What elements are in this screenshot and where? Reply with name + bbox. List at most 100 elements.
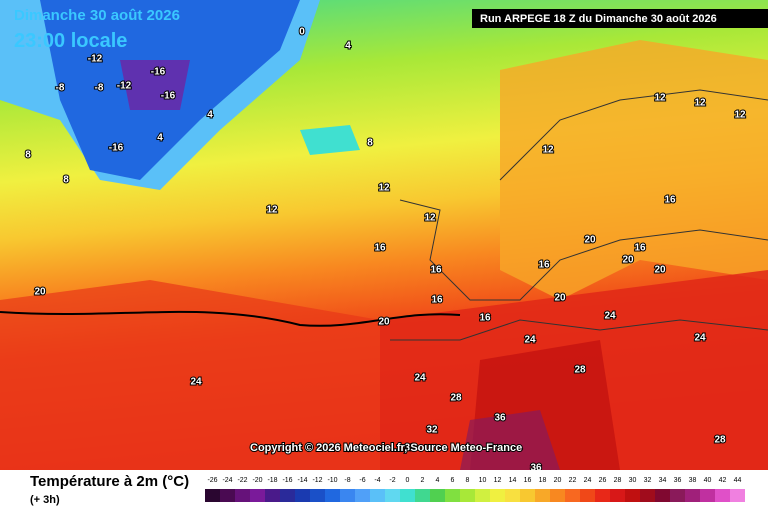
legend-tick-label: 2: [421, 477, 425, 484]
legend-swatch: [490, 489, 505, 502]
legend-swatch: [565, 489, 580, 502]
contour-label: 4: [207, 110, 213, 121]
contour-label: 12: [654, 93, 666, 104]
contour-label: 28: [714, 435, 726, 446]
legend-swatch: [475, 489, 490, 502]
legend-swatch: [595, 489, 610, 502]
contour-label: 24: [694, 333, 706, 344]
legend-tick-label: 6: [451, 477, 455, 484]
contour-label: 20: [554, 293, 566, 304]
legend-swatch: [280, 489, 295, 502]
run-box: [472, 9, 768, 28]
legend-swatch: [430, 489, 445, 502]
legend-swatch: [460, 489, 475, 502]
legend-swatch: [340, 489, 355, 502]
contour-label: 24: [604, 311, 616, 322]
contour-label: 12: [378, 183, 390, 194]
legend-tick-label: 4: [436, 477, 440, 484]
contour-label: 12: [734, 110, 746, 121]
contour-label: -12: [88, 54, 103, 65]
footer-step: (+ 3h): [30, 494, 60, 506]
contour-label: 0: [299, 27, 305, 38]
legend-swatch: [220, 489, 235, 502]
contour-label: -12: [117, 81, 132, 92]
contour-label: 28: [574, 365, 586, 376]
contour-label: 4: [157, 133, 163, 144]
legend-tick-label: 34: [659, 477, 667, 484]
contour-label: 12: [694, 98, 706, 109]
contour-label: 16: [634, 243, 646, 254]
legend-swatch: [505, 489, 520, 502]
legend-tick-label: -20: [252, 477, 262, 484]
contour-label: 32: [404, 443, 416, 454]
legend-swatch: [445, 489, 460, 502]
legend-tick-label: -4: [374, 477, 380, 484]
contour-labels: -12 -16 -16 -12 -8 -16 -8 0 4 4 4 8 8 8 12 12 12 12 12 12 12…: [24, 26, 747, 475]
contour-label: 8: [63, 175, 69, 186]
legend-tick-label: -24: [222, 477, 232, 484]
contour-label: 24: [414, 373, 426, 384]
legend-swatch: [730, 489, 745, 502]
contour-label: 36: [494, 413, 506, 424]
contour-label: 8: [367, 138, 373, 149]
legend-tick-label: -12: [312, 477, 322, 484]
legend-tick-label: 18: [539, 477, 547, 484]
legend-tick-label: -14: [297, 477, 307, 484]
legend-swatch: [325, 489, 340, 502]
map-date: Dimanche 30 août 2026: [14, 7, 180, 24]
legend-tick-label: 28: [614, 477, 622, 484]
legend-swatch: [370, 489, 385, 502]
legend-tick-label: -26: [207, 477, 217, 484]
contour-label: 20: [654, 265, 666, 276]
legend-swatch: [310, 489, 325, 502]
legend-swatch: [700, 489, 715, 502]
legend-tick-label: 14: [509, 477, 517, 484]
color-legend: -26 -24 -22 -20 -18 -16 -14 -12 -10 -8 -6 -4 -2 0 2 4 6 8…: [205, 477, 745, 502]
contour-label: 20: [622, 255, 634, 266]
footer-title: Température à 2m (°C): [30, 473, 189, 490]
legend-swatch: [265, 489, 280, 502]
legend-swatch: [550, 489, 565, 502]
legend-tick-label: 32: [644, 477, 652, 484]
legend-tick-label: 8: [466, 477, 470, 484]
legend-tick-label: 44: [734, 477, 742, 484]
contour-label: 20: [378, 317, 390, 328]
contour-label: 24: [524, 335, 536, 346]
contour-label: -16: [151, 67, 166, 78]
copyright: Copyright © 2026 Meteociel.fr, Source Me…: [250, 442, 522, 454]
legend-swatch: [715, 489, 730, 502]
contour-label: 16: [374, 243, 386, 254]
contour-label: 4: [345, 41, 351, 52]
run-info: Run ARPEGE 18 Z du Dimanche 30 août 2026: [480, 13, 717, 25]
legend-tick-label: -18: [267, 477, 277, 484]
contour-label: 16: [538, 260, 550, 271]
contour-label: 16: [431, 295, 443, 306]
legend-tick-label: 24: [584, 477, 592, 484]
map: [0, 0, 768, 470]
legend-swatch: [625, 489, 640, 502]
legend-tick-label: -2: [389, 477, 395, 484]
legend-swatch: [355, 489, 370, 502]
legend-tick-label: -22: [237, 477, 247, 484]
contour-label: 12: [542, 145, 554, 156]
legend-swatch: [250, 489, 265, 502]
legend-swatch: [415, 489, 430, 502]
contour-label: -16: [161, 91, 176, 102]
legend-swatch: [670, 489, 685, 502]
contour-label: -8: [56, 83, 65, 94]
legend-swatch: [520, 489, 535, 502]
legend-tick-label: -16: [282, 477, 292, 484]
legend-tick-label: 16: [524, 477, 532, 484]
legend-tick-label: 40: [704, 477, 712, 484]
map-time: 23:00 locale: [14, 30, 127, 52]
contour-label: 12: [424, 213, 436, 224]
legend-swatch: [400, 489, 415, 502]
legend-tick-label: -10: [327, 477, 337, 484]
legend-tick-label: 10: [479, 477, 487, 484]
contour-label: -8: [95, 83, 104, 94]
legend-swatch: [685, 489, 700, 502]
legend-tick-label: 12: [494, 477, 502, 484]
contour-label: 12: [266, 205, 278, 216]
contour-label: 28: [450, 393, 462, 404]
